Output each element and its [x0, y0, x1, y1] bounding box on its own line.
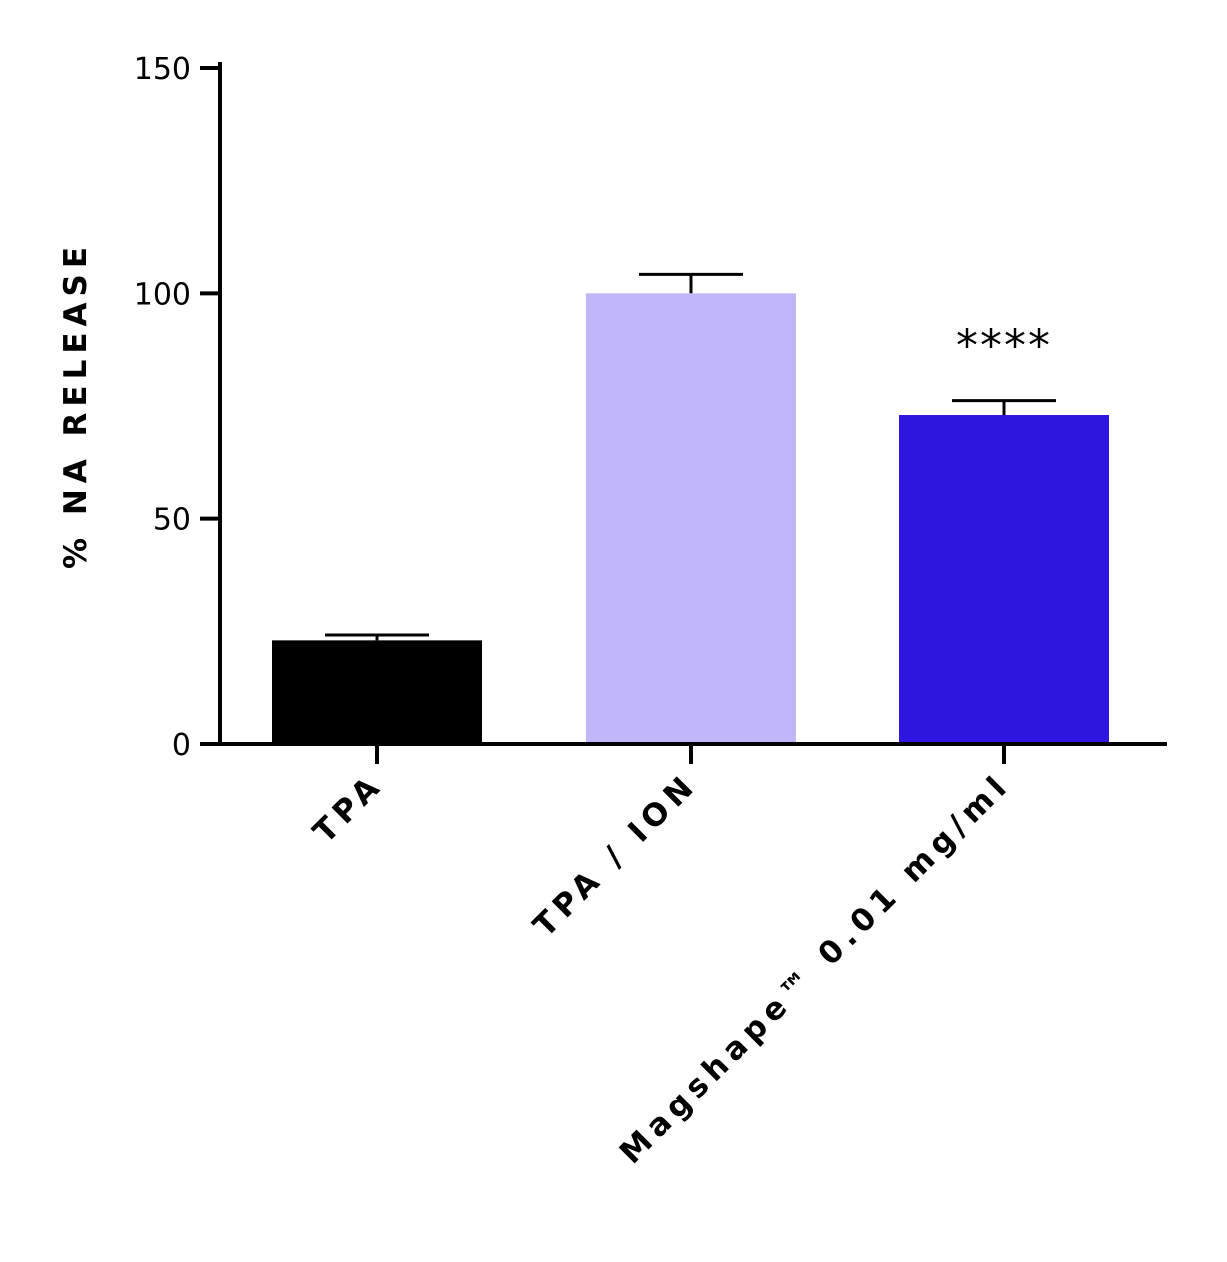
bar-1	[272, 640, 482, 744]
y-axis-label: % NA RELEASE	[58, 241, 94, 569]
bar-2	[586, 293, 796, 744]
y-tick-label: 50	[153, 503, 191, 538]
x-category-label: TPA	[307, 766, 391, 850]
significance-annotation: ****	[956, 321, 1052, 372]
y-tick-label: 0	[172, 728, 191, 763]
bar-3	[899, 415, 1109, 744]
y-tick-label: 100	[134, 277, 191, 312]
y-tick-label: 150	[134, 52, 191, 87]
x-category-label: TPA / ION	[527, 766, 705, 944]
x-category-label: Magshape™ 0.01 mg/ml	[613, 766, 1018, 1171]
